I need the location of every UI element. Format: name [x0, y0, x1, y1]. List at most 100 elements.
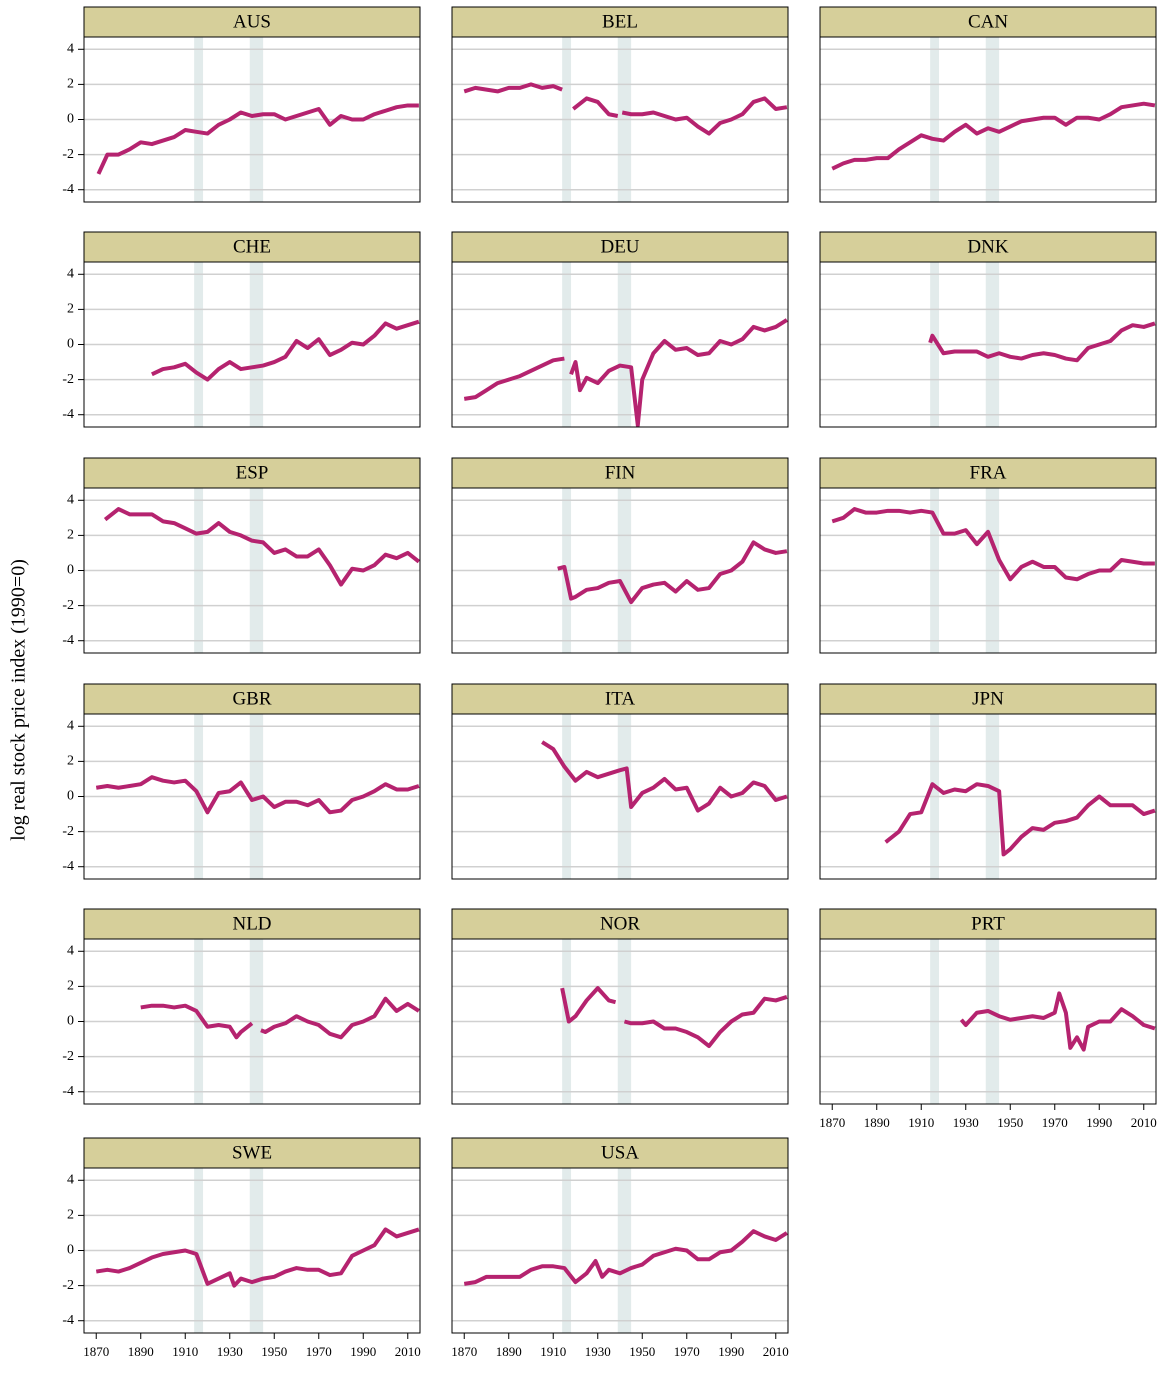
panel-title: GBR: [232, 688, 271, 709]
plot-frame: [819, 36, 1157, 203]
panel-strip: [83, 6, 421, 38]
x-tick-label: 1990: [1086, 1115, 1112, 1130]
x-tick-label: 1910: [540, 1344, 566, 1359]
y-tick-label: -2: [62, 824, 74, 839]
plot-frame: [83, 713, 421, 880]
panel-title: NLD: [232, 913, 271, 934]
series-line: [103, 507, 421, 587]
series-line: [560, 986, 788, 1049]
panel-title: DEU: [600, 236, 639, 257]
series-line: [884, 782, 1156, 857]
x-tick-label: 1930: [585, 1344, 611, 1359]
y-tick-label: 2: [67, 302, 74, 317]
y-tick-label: 4: [67, 42, 74, 57]
y-tick-label: 4: [67, 719, 74, 734]
x-tick-label: 1890: [864, 1115, 890, 1130]
y-tick-label: 2: [67, 77, 74, 92]
y-tick-label: -2: [62, 598, 74, 613]
panel-title: AUS: [233, 11, 271, 32]
x-tick-label: 1950: [629, 1344, 655, 1359]
panel-title: NOR: [600, 913, 640, 934]
panel-title: DNK: [967, 236, 1008, 257]
y-tick-label: -2: [62, 147, 74, 162]
x-tick-label: 1930: [217, 1344, 243, 1359]
panel-strip: [819, 908, 1157, 940]
series-line: [96, 103, 419, 175]
y-tick-label: 0: [67, 1014, 74, 1029]
y-tick-label: 0: [67, 337, 74, 352]
panel-strip: [83, 231, 421, 263]
x-tick-label: 1890: [496, 1344, 522, 1359]
series-line: [831, 507, 1155, 582]
x-tick-label: 1990: [350, 1344, 376, 1359]
series-line: [463, 82, 788, 136]
y-tick-label: 2: [67, 979, 74, 994]
x-tick-label: 1870: [83, 1344, 109, 1359]
plot-frame: [451, 261, 789, 428]
y-tick-label: -4: [62, 1313, 74, 1328]
y-tick-label: 2: [67, 528, 74, 543]
x-tick-label: 1870: [451, 1344, 477, 1359]
series-line: [928, 321, 1156, 363]
panel-strip: [451, 683, 789, 715]
plot-frame: [819, 938, 1157, 1105]
panel-title: PRT: [971, 913, 1005, 934]
panel-strip: [451, 457, 789, 489]
x-tick-label: 1950: [261, 1344, 287, 1359]
x-tick-label: 2010: [763, 1344, 789, 1359]
x-tick-label: 2010: [395, 1344, 421, 1359]
plot-frame: [819, 713, 1157, 880]
panel-strip: [819, 6, 1157, 38]
x-tick-label: 1870: [819, 1115, 845, 1130]
panel-title: CHE: [233, 236, 271, 257]
panel-strip: [451, 231, 789, 263]
x-tick-label: 2010: [1131, 1115, 1157, 1130]
plot-frame: [451, 1167, 789, 1334]
plot-frame: [83, 1167, 421, 1334]
plot-frame: [83, 487, 421, 654]
panel-title: ESP: [236, 462, 269, 483]
y-tick-label: -4: [62, 182, 74, 197]
y-tick-label: 4: [67, 267, 74, 282]
x-tick-label: 1890: [128, 1344, 154, 1359]
x-tick-label: 1970: [306, 1344, 332, 1359]
panel-title: CAN: [968, 11, 1008, 32]
x-tick-label: 1910: [908, 1115, 934, 1130]
series-line: [557, 540, 788, 605]
series-line: [541, 740, 788, 813]
x-tick-label: 1930: [953, 1115, 979, 1130]
panel-title: JPN: [972, 688, 1004, 709]
panel-title: FRA: [970, 462, 1007, 483]
y-axis-label: log real stock price index (1990=0): [8, 559, 30, 841]
plot-frame: [83, 261, 421, 428]
x-tick-label: 1970: [674, 1344, 700, 1359]
y-tick-label: -4: [62, 633, 74, 648]
panel-strip: [83, 1137, 421, 1169]
panel-title: SWE: [232, 1142, 272, 1163]
y-tick-label: 0: [67, 789, 74, 804]
series-line: [151, 319, 420, 382]
series-line: [831, 101, 1156, 171]
panel-strip: [83, 683, 421, 715]
y-tick-label: 2: [67, 754, 74, 769]
y-tick-label: 2: [67, 1208, 74, 1223]
series-line: [463, 318, 788, 428]
y-tick-label: 0: [67, 112, 74, 127]
panel-strip: [451, 1137, 789, 1169]
y-tick-label: 4: [67, 944, 74, 959]
x-tick-label: 1990: [718, 1344, 744, 1359]
y-tick-label: -4: [62, 1084, 74, 1099]
panel-strip: [451, 6, 789, 38]
plot-frame: [819, 261, 1157, 428]
panel-title: FIN: [605, 462, 636, 483]
y-tick-label: 4: [67, 493, 74, 508]
panel-title: USA: [601, 1142, 639, 1163]
y-tick-label: -2: [62, 1278, 74, 1293]
series-line: [959, 991, 1156, 1052]
panel-strip: [83, 457, 421, 489]
y-tick-label: -4: [62, 859, 74, 874]
series-line: [95, 775, 420, 815]
x-tick-label: 1950: [997, 1115, 1023, 1130]
x-tick-label: 1910: [172, 1344, 198, 1359]
